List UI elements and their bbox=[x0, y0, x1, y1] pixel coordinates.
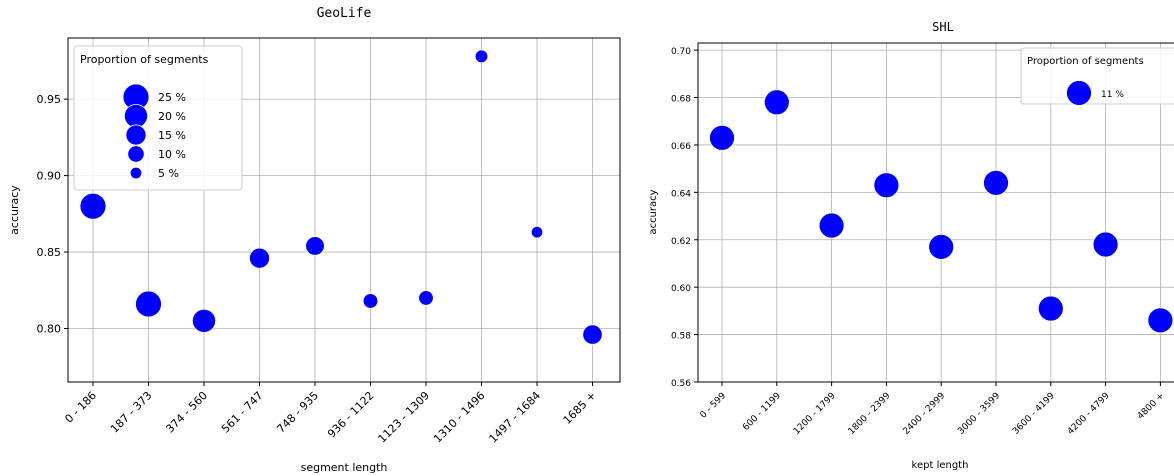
x-tick-label: 4200 - 4799 bbox=[1066, 391, 1112, 437]
x-tick-label: 1497 - 1684 bbox=[487, 389, 544, 446]
legend-label: 11 % bbox=[1101, 90, 1124, 100]
x-tick-label: 748 - 935 bbox=[274, 389, 321, 436]
data-point bbox=[305, 236, 325, 256]
data-point bbox=[763, 89, 790, 116]
shl-title: SHL bbox=[932, 20, 954, 34]
x-tick-label: 187 - 373 bbox=[108, 389, 155, 436]
shl-legend-title: Proportion of segments bbox=[1027, 56, 1144, 67]
x-tick-label: 374 - 560 bbox=[163, 389, 210, 436]
x-tick-label: 561 - 747 bbox=[219, 389, 266, 436]
shl-y-ticks: 0.56 0.58 0.60 0.62 0.64 0.66 0.68 0.70 bbox=[671, 47, 698, 389]
data-point bbox=[474, 49, 489, 64]
geolife-y-axis-label: accuracy bbox=[8, 185, 21, 235]
x-tick-label: 1200 - 1799 bbox=[792, 391, 838, 437]
y-tick-label: 0.62 bbox=[671, 237, 691, 247]
x-tick-label: 1685 + bbox=[561, 389, 599, 427]
geolife-legend: Proportion of segments 25 % 20 % 15 % 10 % 5… bbox=[73, 45, 243, 191]
y-tick-label: 0.66 bbox=[671, 142, 691, 152]
geolife-legend-box bbox=[73, 45, 243, 191]
legend-marker bbox=[1066, 80, 1092, 106]
data-point bbox=[983, 169, 1009, 196]
y-tick-label: 0.68 bbox=[671, 95, 691, 105]
legend-label: 15 % bbox=[158, 129, 186, 142]
geolife-x-axis-label: segment length bbox=[301, 461, 388, 474]
shl-y-axis-label: accuracy bbox=[648, 189, 659, 234]
geolife-title: GeoLife bbox=[317, 6, 372, 21]
legend-label: 5 % bbox=[158, 167, 179, 180]
data-point bbox=[873, 172, 900, 199]
geolife-plot-frame bbox=[67, 37, 621, 383]
y-tick-label: 0.95 bbox=[37, 93, 62, 106]
legend-label: 20 % bbox=[158, 110, 186, 123]
x-tick-label: 1123 - 1309 bbox=[376, 389, 433, 446]
x-tick-label: 1310 - 1496 bbox=[431, 389, 488, 446]
legend-marker bbox=[129, 166, 143, 180]
legend-label: 10 % bbox=[158, 148, 186, 161]
geolife-x-ticks: 0 - 186 187 - 373 374 - 560 561 - 747 748 - … bbox=[62, 382, 599, 446]
y-tick-label: 0.58 bbox=[671, 332, 691, 342]
x-tick-label: 0 - 186 bbox=[62, 389, 99, 426]
data-point bbox=[530, 225, 544, 239]
shl-panel: SHL 0.56 0.58 0.60 0.62 0.64 0.66 0.68 0.70 0 -… bbox=[648, 20, 1174, 471]
x-tick-label: 3000 - 3599 bbox=[956, 391, 1002, 437]
x-tick-label: 0 - 599 bbox=[699, 391, 729, 421]
y-tick-label: 0.90 bbox=[37, 170, 62, 183]
data-point bbox=[1147, 307, 1174, 334]
data-point bbox=[818, 212, 845, 239]
geolife-points bbox=[79, 49, 603, 345]
data-point bbox=[709, 124, 735, 151]
x-tick-label: 3600 - 4199 bbox=[1011, 391, 1057, 437]
geolife-y-ticks: 0.80 0.85 0.90 0.95 bbox=[37, 93, 68, 335]
x-tick-label: 936 - 1122 bbox=[325, 389, 377, 441]
shl-legend: Proportion of segments 11 % bbox=[1020, 47, 1174, 106]
data-point bbox=[362, 293, 379, 309]
y-tick-label: 0.70 bbox=[671, 47, 691, 57]
legend-marker bbox=[125, 124, 147, 146]
geolife-legend-title: Proportion of segments bbox=[80, 53, 209, 66]
data-point bbox=[418, 290, 434, 306]
shl-plot-frame bbox=[697, 42, 1174, 383]
y-tick-label: 0.60 bbox=[671, 284, 691, 294]
data-point bbox=[928, 233, 955, 260]
y-tick-label: 0.64 bbox=[671, 189, 691, 199]
data-point bbox=[1037, 295, 1064, 322]
data-point bbox=[249, 247, 270, 269]
geolife-panel: GeoLife 0.80 0.85 0.90 0.95 0 - 186 187 - 37… bbox=[8, 6, 621, 474]
legend-label: 25 % bbox=[158, 91, 186, 104]
data-point bbox=[79, 192, 107, 220]
data-point bbox=[191, 308, 217, 333]
x-tick-label: 4800 + bbox=[1136, 391, 1167, 422]
shl-x-ticks: 0 - 599 600 - 1199 1200 - 1799 1800 - 2399 2… bbox=[699, 382, 1167, 437]
shl-x-axis-label: kept length bbox=[912, 460, 969, 471]
legend-marker bbox=[127, 145, 145, 163]
legend-marker bbox=[123, 103, 149, 129]
y-tick-label: 0.80 bbox=[37, 322, 62, 335]
x-tick-label: 600 - 1199 bbox=[741, 391, 783, 433]
data-point bbox=[1092, 231, 1119, 258]
data-point bbox=[582, 324, 603, 345]
x-tick-label: 1800 - 2399 bbox=[847, 391, 893, 437]
y-tick-label: 0.85 bbox=[37, 246, 62, 259]
shl-legend-box bbox=[1020, 47, 1174, 105]
shl-points bbox=[709, 89, 1174, 334]
y-tick-label: 0.56 bbox=[671, 379, 691, 389]
data-point bbox=[135, 290, 162, 318]
x-tick-label: 2400 - 2999 bbox=[902, 391, 948, 437]
